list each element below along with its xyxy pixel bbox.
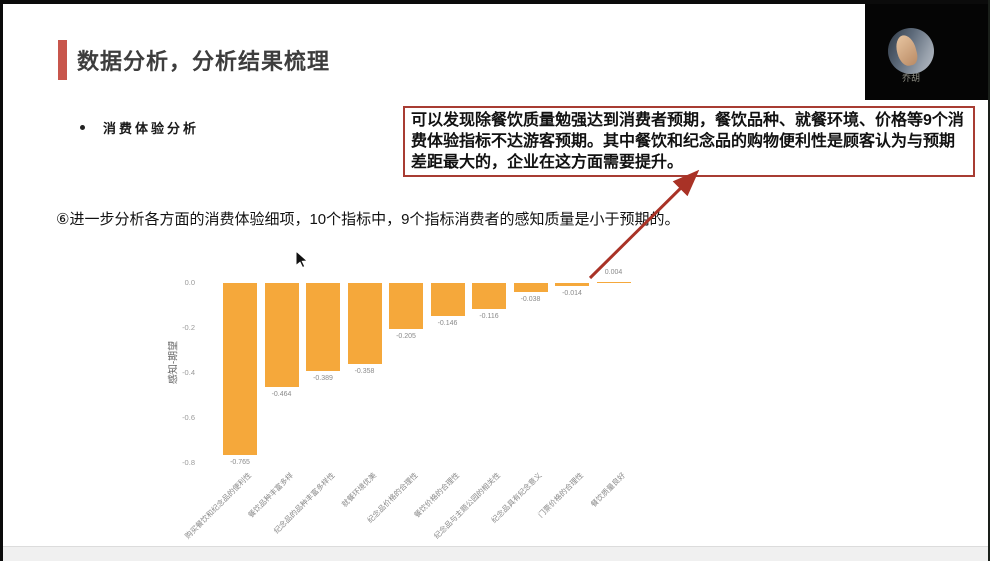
mouse-cursor — [295, 250, 309, 269]
bullet-item: 消费体验分析 — [80, 118, 199, 137]
bar-value-label: -0.464 — [271, 391, 292, 398]
bar — [306, 283, 340, 371]
window-edge-right — [988, 0, 990, 561]
bar — [264, 283, 299, 387]
bar-value-label: 0.004 — [604, 269, 623, 276]
webcam-tile[interactable]: 乔胡 — [865, 0, 990, 100]
callout-box: 可以发现除餐饮质量勉强达到消费者预期，餐饮品种、就餐环境、价格等9个消费体验指标… — [403, 106, 975, 177]
bar-value-label: -0.205 — [396, 333, 416, 340]
bar — [596, 282, 631, 283]
window-edge-left — [0, 0, 3, 561]
webcam-avatar — [888, 28, 934, 74]
bar-chart: 感知-期望 0.0 -0.2 -0.4 -0.6 -0.8 -0.765 购买餐饮和纪念品的… — [158, 255, 728, 555]
body-text: ⑥进一步分析各方面的消费体验细项，10个指标中，9个指标消费者的感知质量是小于预… — [56, 211, 680, 228]
bar — [347, 283, 382, 364]
y-axis-tick: -0.4 — [182, 368, 195, 377]
slide-title-block: 数据分析，分析结果梳理 — [58, 40, 330, 80]
y-axis-tick: -0.8 — [182, 458, 195, 467]
window-edge-top — [0, 0, 990, 4]
title-accent-bar — [58, 40, 67, 80]
bar-value-label: -0.014 — [562, 290, 582, 297]
bar — [430, 283, 465, 316]
bar-value-label: -0.389 — [313, 375, 333, 382]
y-axis-tick: 0.0 — [184, 278, 195, 287]
bar — [555, 283, 589, 286]
y-axis-tick: -0.6 — [182, 413, 195, 422]
x-axis-label: 就餐环境优美 — [339, 470, 378, 509]
x-axis-label: 购买餐饮和纪念品的便利性 — [183, 470, 254, 541]
bar-value-label: -0.038 — [520, 296, 541, 303]
bar — [513, 283, 548, 292]
bar — [472, 283, 506, 309]
x-axis-label: 餐饮质量良好 — [588, 470, 627, 509]
bullet-icon — [80, 125, 85, 130]
bar-value-label: -0.765 — [230, 459, 250, 466]
page-title: 数据分析，分析结果梳理 — [77, 49, 331, 74]
bar — [389, 283, 423, 329]
bar-value-label: -0.358 — [354, 368, 375, 375]
bar-value-label: -0.146 — [437, 320, 458, 327]
bar-value-label: -0.116 — [479, 313, 499, 320]
bar — [223, 283, 257, 455]
bullet-label: 消费体验分析 — [103, 121, 200, 136]
bottom-bar — [0, 546, 990, 561]
participant-name: 乔胡 — [902, 73, 921, 83]
y-axis-tick: -0.2 — [182, 323, 195, 332]
annotation-arrow — [588, 169, 700, 280]
avatar-face — [893, 33, 920, 68]
